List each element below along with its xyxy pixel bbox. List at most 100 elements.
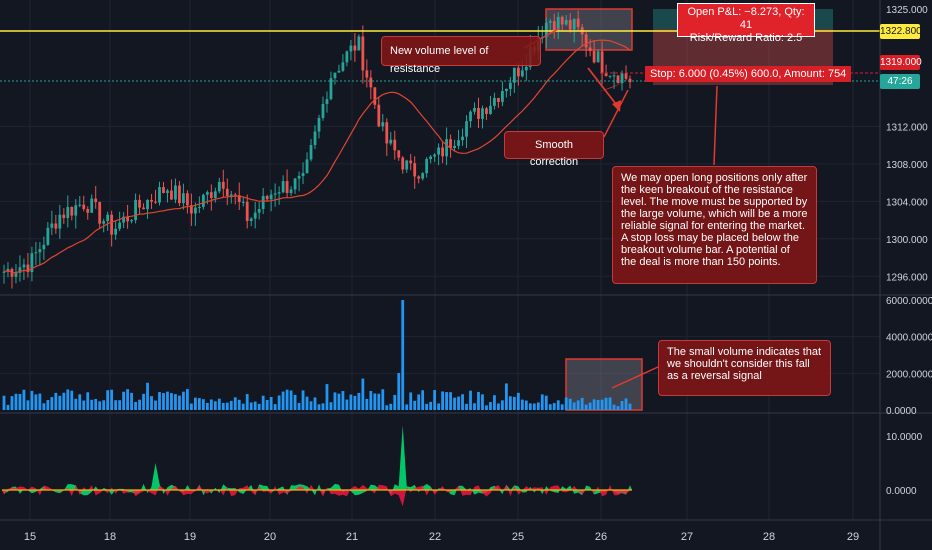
candle-body [556,16,560,31]
candle-body [409,160,413,164]
candle-body [520,70,524,77]
candle-body [445,139,448,157]
volume-bar [465,403,468,410]
candle-body [110,214,114,235]
candle-body [178,185,181,204]
candle-body [433,154,437,157]
candle-body [377,104,381,127]
volume-tick-label: 0.0000 [886,406,917,417]
volume-bar [596,399,600,410]
candle-body [58,214,62,229]
volume-bar [126,389,129,410]
volume-bar [568,398,572,410]
candle-body [624,73,628,79]
trade-plan-note: We may open long positions only after th… [612,166,817,284]
candle-body [469,111,472,122]
candle-body [66,207,70,219]
candle-body [197,206,201,208]
volume-bar [62,392,66,410]
candle-body [94,198,98,203]
volume-bar [469,390,472,410]
volume-bar [162,393,165,410]
candle-body [493,97,496,106]
candle-body [616,75,620,84]
price-tick-label: 1308.000 [886,160,928,171]
volume-bar [190,403,193,410]
volume-bar [329,402,333,410]
candle-body [508,82,512,89]
volume-bar [118,400,122,410]
volume-bar [425,403,429,410]
candle-body [253,212,257,219]
candle-body [233,194,237,196]
volume-bar [524,400,528,410]
volume-bar [385,405,389,410]
volume-bar [249,402,253,410]
volume-bar [30,390,34,410]
candle-body [524,66,528,71]
volume-bar [512,396,516,410]
volume-bar [269,396,273,410]
price-candles [2,10,632,289]
candle-body [201,194,205,207]
volume-bar [445,392,448,410]
price-tick-label: 1296.000 [886,272,928,283]
volume-bar [257,403,261,410]
volume-bar [289,390,293,410]
time-label: 20 [264,531,276,543]
volume-bar [588,402,592,410]
candle-body [261,195,265,210]
volume-bar [46,400,50,410]
volume-bar [528,403,532,410]
volume-bar [197,398,201,410]
resistance-note: New volume level of resistance [381,36,541,75]
candle-body [245,201,249,222]
candle-body [608,75,612,77]
volume-bar [277,395,281,410]
candle-body [301,173,305,176]
volume-bar [501,400,504,410]
candle-body [90,198,94,213]
volume-bar [186,389,189,410]
volume-bar [58,395,62,410]
volume-bar [604,397,608,410]
volume-bar [560,404,564,410]
volume-bar [42,403,46,410]
volume-bar [345,399,349,410]
volume-bar [437,403,441,410]
candle-body [628,78,632,83]
time-label: 26 [595,531,607,543]
volume-bar [441,391,444,410]
candle-body [329,78,333,100]
volume-axis-ticks: 6000.0000 4000.0000 2000.0000 0.0000 [886,296,932,417]
volume-bar [505,383,508,410]
volume-bar [397,373,401,410]
volume-bar [341,391,345,410]
candle-body [217,181,221,192]
volume-bar [349,394,353,410]
candle-body [297,175,301,179]
volume-bar [74,398,78,410]
volume-bar [309,401,313,410]
stop-badge[interactable]: Stop: 6.000 (0.45%) 600.0, Amount: 754 [645,66,852,82]
candle-body [269,194,273,200]
candle-body [361,36,365,71]
oscillator-area-positive [2,425,632,496]
volume-bar [421,390,425,410]
candle-body [193,207,197,214]
candle-body [209,192,213,198]
volume-bar [608,397,612,410]
oscillator [2,425,632,507]
countdown-tag: 47:26 [880,74,920,89]
open-pl-badge[interactable]: Open P&L: −8.273, Qty: 41 Risk/Reward Ra… [677,3,815,44]
volume-bar [592,399,596,410]
candle-body [548,21,552,23]
volume-bar [497,403,500,410]
volume-bar [405,404,409,410]
candle-body [544,22,548,38]
candle-body [134,199,137,221]
volume-bar [130,392,133,410]
time-label: 21 [346,531,358,543]
volume-bar [457,396,460,410]
candle-body [564,19,568,25]
